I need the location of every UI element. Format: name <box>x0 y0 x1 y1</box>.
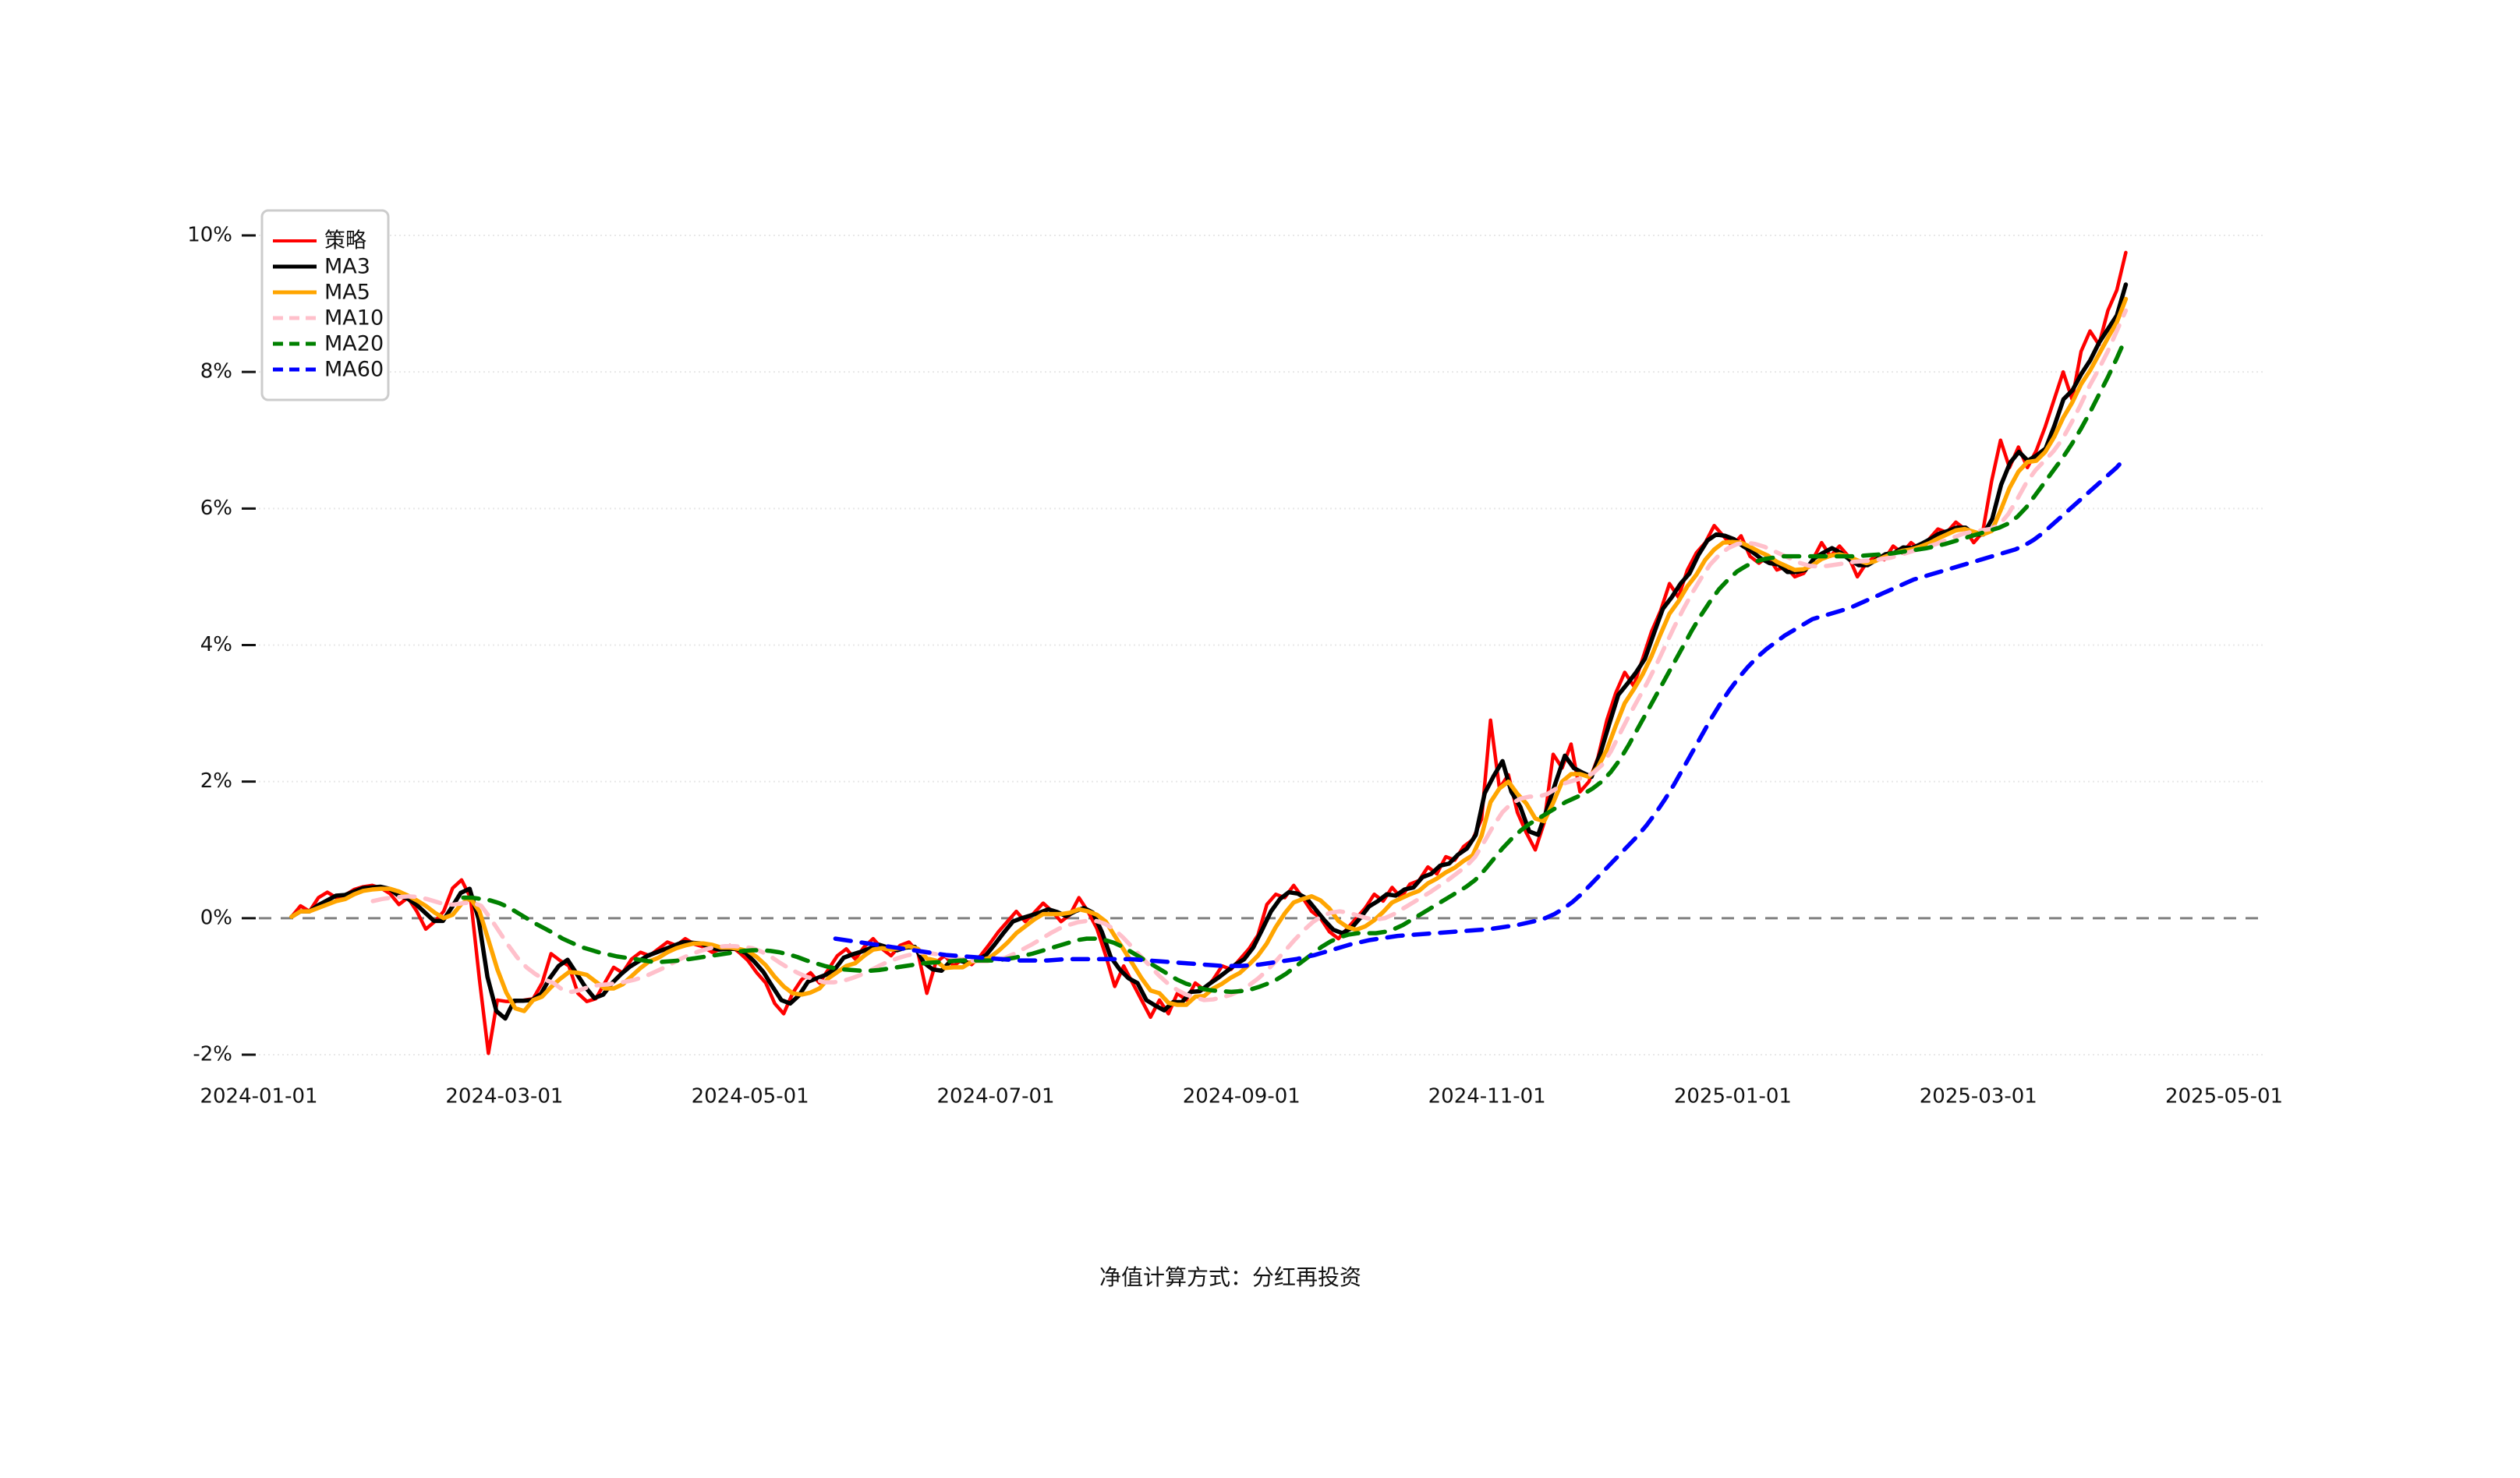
legend-label-MA10: MA10 <box>324 306 384 331</box>
y-axis-tick-label: 2% <box>200 769 232 793</box>
legend-box <box>260 209 390 401</box>
data-series-layer <box>289 250 2129 1055</box>
y-axis-tick-label: 4% <box>200 633 232 656</box>
legend-item-MA3[interactable]: MA3 <box>273 255 370 279</box>
y-axis-tick-label: -2% <box>193 1043 232 1066</box>
x-axis-tick-label: 2024-11-01 <box>1428 1084 1546 1108</box>
y-axis-tick-label: 6% <box>200 497 232 520</box>
x-axis-tick-label: 2024-07-01 <box>937 1084 1055 1108</box>
y-axis-ticks: -2% 0% 2% 4% 6% 8% 10% <box>187 224 256 1066</box>
legend-item-MA10[interactable]: MA10 <box>273 306 384 331</box>
series-line-4 <box>370 308 2129 1002</box>
legend-item-MA5[interactable]: MA5 <box>273 281 370 305</box>
legend-item-策略[interactable]: 策略 <box>273 229 366 253</box>
series-line-6 <box>833 454 2129 968</box>
x-axis-tick-label: 2024-05-01 <box>692 1084 809 1108</box>
legend-item-MA60[interactable]: MA60 <box>273 358 384 382</box>
series-line-3 <box>289 296 2129 1013</box>
x-axis-tick-label: 2024-01-01 <box>200 1084 317 1108</box>
legend-label-策略: 策略 <box>324 229 366 253</box>
legend-label-MA5: MA5 <box>324 281 370 305</box>
y-axis-tick-label: 10% <box>187 224 232 247</box>
chart-caption: 净值计算方式：分红再投资 <box>1099 1264 1361 1290</box>
legend-label-MA3: MA3 <box>324 255 370 279</box>
y-axis-tick-label: 8% <box>200 360 232 384</box>
x-axis-tick-label: 2025-05-01 <box>2165 1084 2283 1108</box>
y-axis-tick-label: 0% <box>200 906 232 929</box>
legend-item-MA20[interactable]: MA20 <box>273 332 384 356</box>
x-axis-tick-label: 2025-03-01 <box>1920 1084 2037 1108</box>
x-axis-ticks: 2024-01-01 2024-03-01 2024-05-01 2024-07-01… <box>200 1084 2283 1108</box>
legend-label-MA20: MA20 <box>324 332 384 356</box>
x-axis-tick-label: 2024-03-01 <box>445 1084 563 1108</box>
legend-label-MA60: MA60 <box>324 358 384 382</box>
series-line-5 <box>461 335 2129 995</box>
x-axis-tick-label: 2025-01-01 <box>1674 1084 1792 1108</box>
x-axis-tick-label: 2024-09-01 <box>1183 1084 1301 1108</box>
